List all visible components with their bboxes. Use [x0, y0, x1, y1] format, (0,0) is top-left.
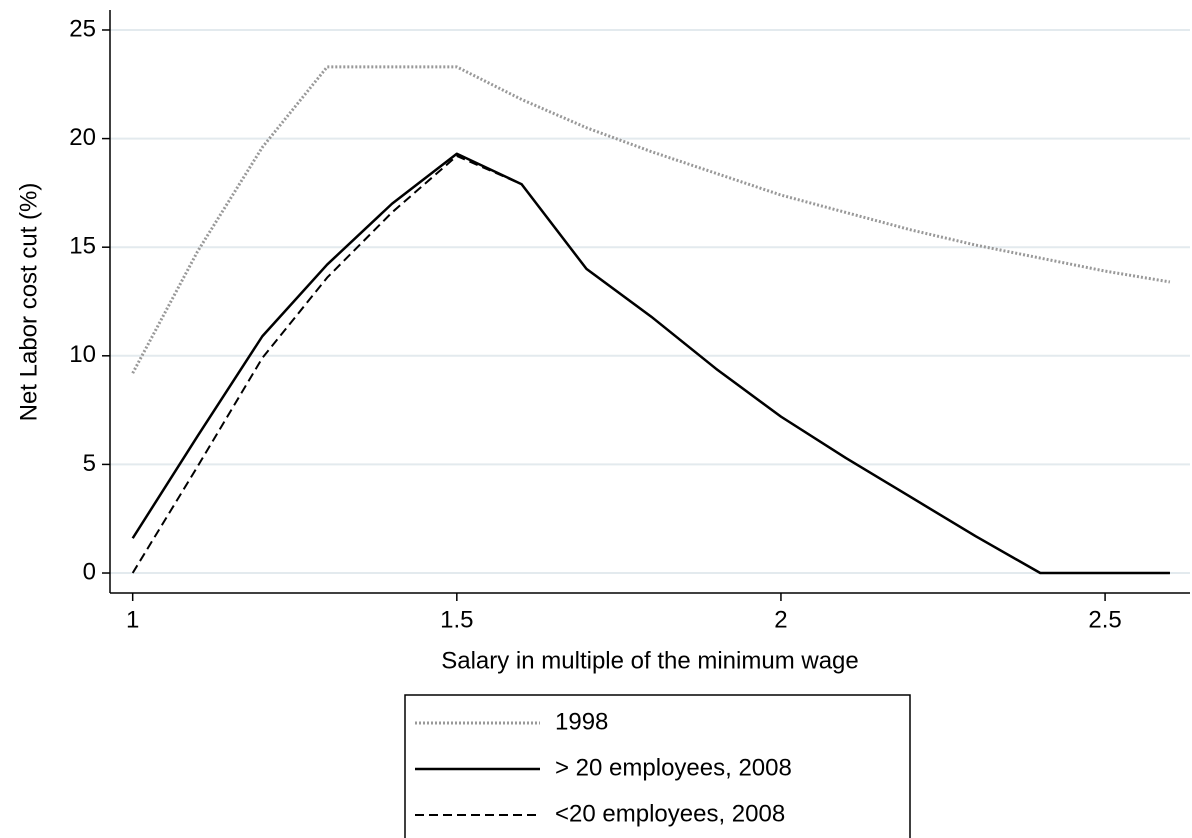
x-tick-label: 2.5	[1088, 606, 1121, 633]
x-tick-label: 1	[126, 606, 139, 633]
y-tick-label: 5	[83, 450, 96, 477]
series-line	[131, 65, 1171, 374]
y-tick-label: 25	[69, 15, 96, 42]
legend-label: > 20 employees, 2008	[555, 754, 792, 781]
legend-label: <20 employees, 2008	[555, 800, 785, 827]
x-tick-label: 2	[774, 606, 787, 633]
y-tick-label: 15	[69, 233, 96, 260]
x-axis-label: Salary in multiple of the minimum wage	[441, 647, 859, 674]
series-line	[131, 154, 1170, 575]
y-tick-label: 20	[69, 124, 96, 151]
x-tick-label: 1.5	[440, 606, 473, 633]
y-tick-label: 0	[83, 558, 96, 585]
y-axis-label: Net Labor cost cut (%)	[15, 183, 42, 422]
series-line	[131, 152, 1170, 575]
y-tick-label: 10	[69, 341, 96, 368]
legend-label: 1998	[555, 708, 608, 735]
